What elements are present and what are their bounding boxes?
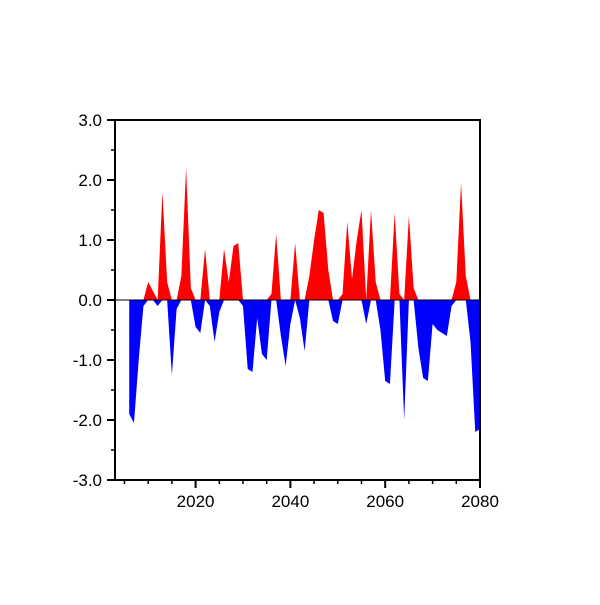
y-axis-tick-label: 2.0 xyxy=(78,171,102,190)
x-axis-tick-label: 2040 xyxy=(271,492,309,511)
positive-anomaly-area xyxy=(129,168,480,300)
y-axis-tick-label: -3.0 xyxy=(73,471,102,490)
x-axis-tick-label: 2020 xyxy=(177,492,215,511)
y-axis-tick-label: 3.0 xyxy=(78,111,102,130)
y-axis-tick-label: -2.0 xyxy=(73,411,102,430)
y-axis-tick-label: 1.0 xyxy=(78,231,102,250)
y-axis-tick-label: 0.0 xyxy=(78,291,102,310)
y-axis-tick-label: -1.0 xyxy=(73,351,102,370)
x-axis-tick-label: 2060 xyxy=(366,492,404,511)
negative-anomaly-area xyxy=(129,300,480,432)
x-axis-tick-label: 2080 xyxy=(461,492,499,511)
